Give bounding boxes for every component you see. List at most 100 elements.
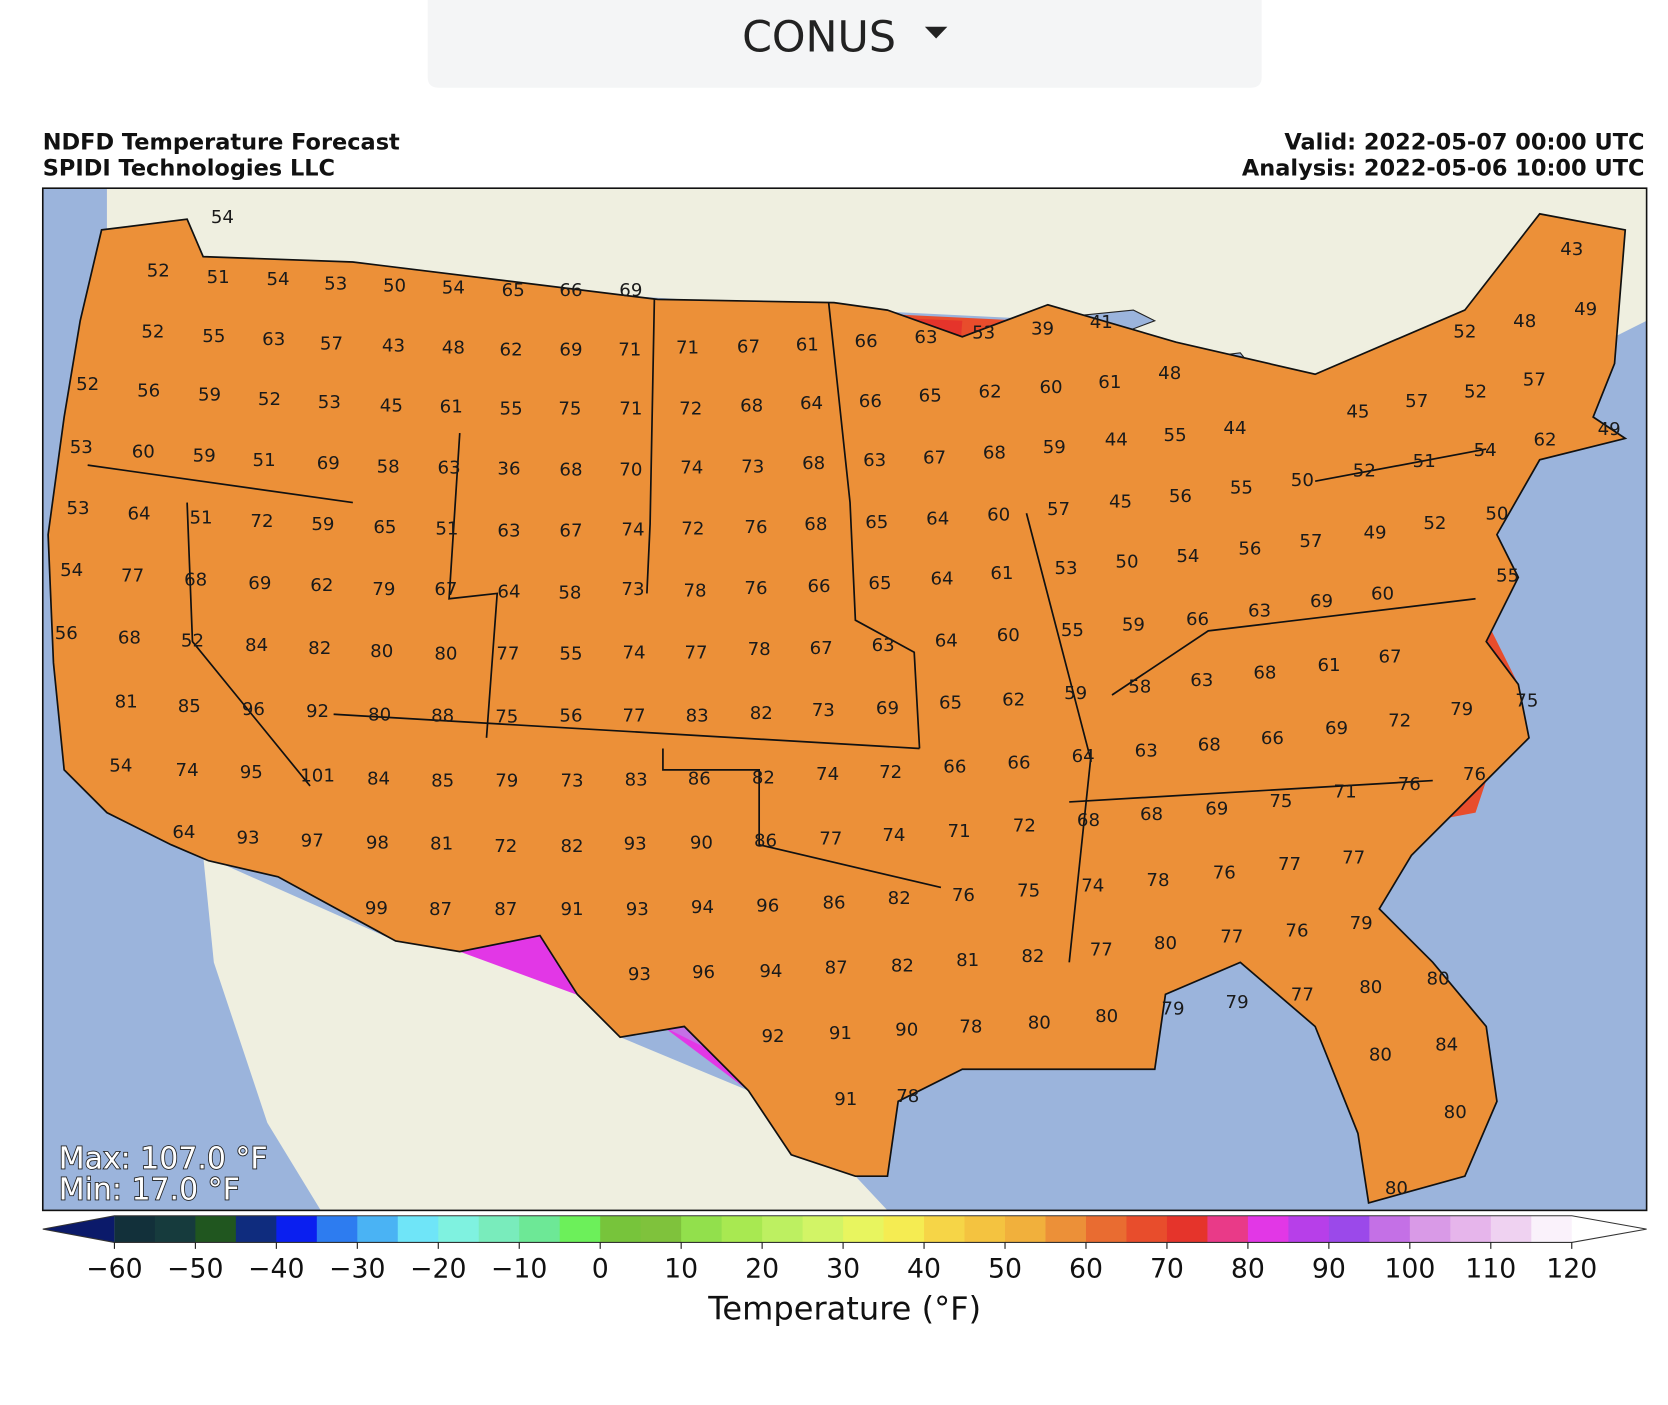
station-value: 79: [495, 771, 518, 792]
station-value: 81: [115, 692, 138, 713]
dropdown-button[interactable]: [427, 0, 1262, 88]
colorbar-bin: [964, 1215, 1006, 1243]
station-value: 65: [865, 512, 888, 533]
colorbar-bin: [438, 1215, 480, 1243]
station-value: 63: [863, 450, 886, 471]
station-value: 52: [1464, 381, 1487, 402]
station-value: 84: [245, 635, 268, 656]
station-value: 54: [1176, 546, 1199, 567]
station-value: 63: [1190, 670, 1213, 691]
station-value: 52: [147, 261, 170, 282]
colorbar-extend-high: [1571, 1215, 1647, 1243]
station-value: 56: [137, 380, 160, 401]
station-value: 75: [558, 399, 581, 420]
station-value: 68: [559, 459, 582, 480]
map-frame: [41, 187, 1648, 1212]
station-value: 60: [997, 625, 1020, 646]
station-value: 68: [804, 514, 827, 535]
station-value: 93: [626, 899, 649, 920]
station-value: 60: [132, 441, 155, 462]
station-value: 76: [744, 578, 767, 599]
station-value: 87: [494, 899, 517, 920]
station-value: 83: [625, 770, 648, 791]
station-value: 51: [189, 508, 212, 529]
station-value: 55: [1230, 478, 1253, 499]
station-value: 59: [198, 385, 221, 406]
colorbar-bin: [357, 1215, 399, 1243]
colorbar-extend-low: [42, 1215, 115, 1243]
dropdown[interactable]: CONUS: [427, 0, 1262, 88]
station-value: 69: [317, 453, 340, 474]
station-value: 55: [1496, 565, 1519, 586]
station-value: 80: [1095, 1006, 1118, 1027]
station-value: 72: [1388, 711, 1411, 732]
colorbar-bin: [114, 1215, 156, 1243]
colorbar-tick-label: 110: [1465, 1254, 1516, 1285]
station-value: 82: [560, 836, 583, 857]
station-value: 53: [324, 273, 347, 294]
station-value: 53: [70, 437, 93, 458]
station-value: 80: [1028, 1012, 1051, 1033]
station-value: 65: [502, 280, 525, 301]
station-value: 72: [250, 511, 273, 532]
colorbar-tick-label: 60: [1069, 1254, 1103, 1285]
station-value: 78: [683, 580, 706, 601]
station-value: 62: [1533, 430, 1556, 451]
station-value: 67: [810, 638, 833, 659]
dropdown-caret[interactable]: [924, 26, 948, 39]
station-labels: 54 52 51 54 53 50 54 65 66 69 43 52 55 63 57 43 48 62 69 71…: [55, 207, 1621, 1199]
station-value: 48: [442, 338, 465, 359]
station-value: 82: [750, 703, 773, 724]
station-value: 62: [1002, 689, 1025, 710]
colorbar-bin: [843, 1215, 885, 1243]
colorbar-bin: [1247, 1215, 1289, 1243]
station-value: 53: [972, 323, 995, 344]
colorbar-bin: [519, 1215, 561, 1243]
station-value: 77: [1291, 984, 1314, 1005]
colorbar-tick-label: 120: [1546, 1254, 1597, 1285]
station-value: 74: [882, 825, 905, 846]
colorbar-bin: [1531, 1215, 1573, 1243]
station-value: 93: [237, 827, 260, 848]
colorbar-bin: [1207, 1215, 1249, 1243]
station-value: 84: [367, 768, 390, 789]
station-value: 87: [825, 958, 848, 979]
station-value: 52: [181, 631, 204, 652]
station-value: 45: [380, 395, 403, 416]
station-value: 62: [979, 381, 1002, 402]
station-value: 64: [127, 503, 150, 524]
station-value: 68: [740, 395, 763, 416]
station-value: 70: [619, 459, 642, 480]
valid-time: Valid: 2022-05-07 00:00 UTC: [1284, 130, 1644, 156]
station-value: 52: [76, 374, 99, 395]
colorbar-bin: [1126, 1215, 1168, 1243]
station-value: 74: [1081, 875, 1104, 896]
station-value: 49: [1363, 523, 1386, 544]
station-value: 54: [60, 560, 83, 581]
station-value: 80: [1444, 1102, 1467, 1123]
colorbar-bin: [721, 1215, 763, 1243]
colorbar-bin: [600, 1215, 642, 1243]
colorbar-bin: [154, 1215, 196, 1243]
dropdown-label[interactable]: CONUS: [742, 12, 896, 62]
station-value: 77: [685, 642, 708, 663]
station-value: 88: [431, 705, 454, 726]
station-value: 71: [619, 399, 642, 420]
station-value: 52: [1353, 461, 1376, 482]
station-value: 65: [919, 386, 942, 407]
map-title: NDFD Temperature Forecast: [43, 130, 400, 156]
station-value: 57: [1299, 531, 1322, 552]
station-value: 52: [1423, 513, 1446, 534]
colorbar-bin: [1369, 1215, 1411, 1243]
station-value: 61: [440, 396, 463, 417]
station-value: 53: [318, 392, 341, 413]
station-value: 83: [686, 705, 709, 726]
station-value: 78: [896, 1086, 919, 1107]
colorbar-bin: [1328, 1215, 1370, 1243]
station-value: 61: [1098, 372, 1121, 393]
station-value: 72: [1013, 816, 1036, 837]
state-borders: [87, 299, 1487, 963]
station-value: 51: [207, 267, 230, 288]
station-value: 54: [211, 207, 234, 228]
